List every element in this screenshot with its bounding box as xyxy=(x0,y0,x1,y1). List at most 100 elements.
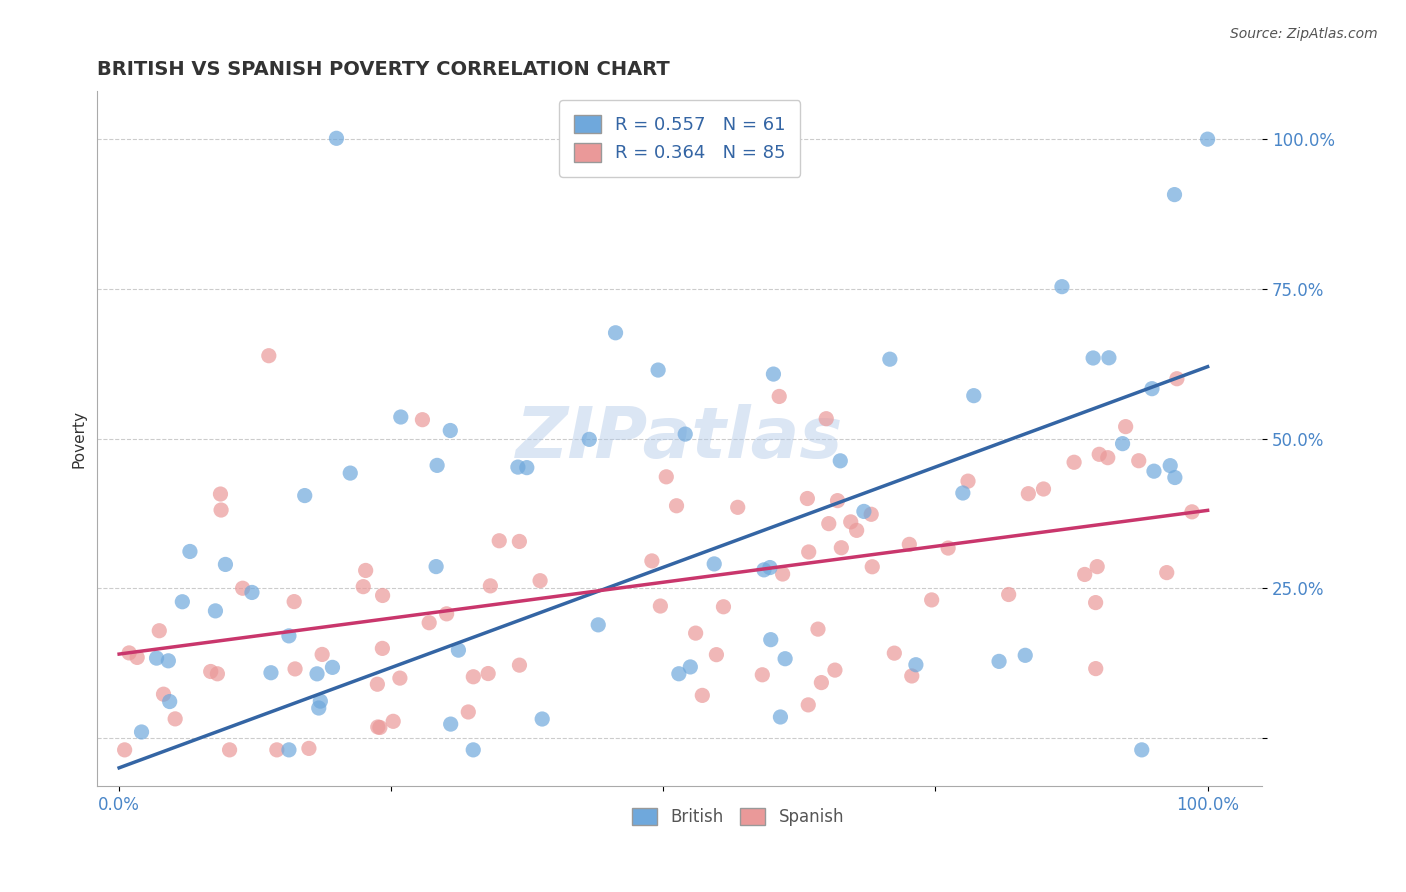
Spanish xyxy=(371,641,394,656)
British xyxy=(673,427,696,442)
British xyxy=(440,717,463,731)
Spanish xyxy=(921,593,943,607)
British xyxy=(294,489,316,503)
Spanish xyxy=(727,500,749,515)
Spanish xyxy=(152,687,174,701)
British xyxy=(309,694,332,708)
Spanish xyxy=(367,720,389,734)
British xyxy=(179,544,201,558)
Spanish xyxy=(388,671,411,685)
Spanish xyxy=(650,599,672,613)
Spanish xyxy=(488,533,510,548)
British xyxy=(1164,470,1187,484)
British xyxy=(988,654,1011,668)
British xyxy=(952,486,974,500)
Spanish xyxy=(529,574,551,588)
Spanish xyxy=(371,589,394,603)
British xyxy=(305,666,328,681)
Spanish xyxy=(418,615,440,630)
Spanish xyxy=(1088,447,1111,461)
Spanish xyxy=(817,516,839,531)
Spanish xyxy=(1073,567,1095,582)
British xyxy=(963,389,986,403)
British xyxy=(1163,187,1185,202)
British xyxy=(1130,743,1153,757)
Y-axis label: Poverty: Poverty xyxy=(72,409,86,467)
British xyxy=(830,454,852,468)
Spanish xyxy=(883,646,905,660)
British xyxy=(1140,382,1163,396)
British xyxy=(506,460,529,475)
British xyxy=(1111,436,1133,450)
Spanish xyxy=(382,714,405,729)
British xyxy=(214,558,236,572)
Spanish xyxy=(479,579,502,593)
Spanish xyxy=(685,626,707,640)
Spanish xyxy=(1085,559,1108,574)
British xyxy=(1159,458,1181,473)
Spanish xyxy=(1017,486,1039,500)
British xyxy=(852,504,875,518)
British xyxy=(321,660,343,674)
Text: Source: ZipAtlas.com: Source: ZipAtlas.com xyxy=(1230,27,1378,41)
British xyxy=(1081,351,1104,365)
Spanish xyxy=(807,622,830,636)
Spanish xyxy=(860,559,883,574)
Spanish xyxy=(508,658,530,673)
Spanish xyxy=(118,646,141,660)
Spanish xyxy=(1181,505,1204,519)
British xyxy=(1098,351,1121,365)
British xyxy=(1143,464,1166,478)
Spanish xyxy=(127,650,149,665)
Spanish xyxy=(257,349,280,363)
Legend: British, Spanish: British, Spanish xyxy=(626,802,851,833)
British xyxy=(157,654,180,668)
British xyxy=(325,131,347,145)
Spanish xyxy=(284,662,307,676)
Spanish xyxy=(772,567,794,582)
British xyxy=(145,651,167,665)
British xyxy=(759,632,782,647)
Text: ZIPatlas: ZIPatlas xyxy=(516,404,844,473)
Spanish xyxy=(232,581,254,595)
Spanish xyxy=(354,564,377,578)
Spanish xyxy=(797,545,820,559)
Spanish xyxy=(1084,662,1107,676)
Spanish xyxy=(641,554,664,568)
British xyxy=(531,712,554,726)
Spanish xyxy=(114,743,136,757)
Spanish xyxy=(665,499,688,513)
Spanish xyxy=(218,743,240,757)
British xyxy=(1050,279,1073,293)
British xyxy=(586,617,609,632)
Spanish xyxy=(1128,454,1150,468)
British xyxy=(389,409,412,424)
British xyxy=(278,743,301,757)
British xyxy=(605,326,627,340)
Spanish xyxy=(997,587,1019,601)
British xyxy=(159,694,181,708)
Spanish xyxy=(824,663,846,677)
Spanish xyxy=(768,389,790,403)
British xyxy=(762,367,785,381)
British xyxy=(879,352,901,367)
Spanish xyxy=(1084,596,1107,610)
British xyxy=(277,629,299,643)
Spanish xyxy=(839,515,862,529)
Spanish xyxy=(815,411,838,425)
Spanish xyxy=(845,524,868,538)
Spanish xyxy=(1063,455,1085,469)
Spanish xyxy=(298,741,321,756)
Spanish xyxy=(956,474,979,488)
British xyxy=(769,710,792,724)
Spanish xyxy=(148,624,170,638)
Spanish xyxy=(692,689,714,703)
Spanish xyxy=(366,677,388,691)
British xyxy=(260,665,283,680)
Spanish xyxy=(936,541,959,555)
Spanish xyxy=(1166,372,1188,386)
Spanish xyxy=(706,648,728,662)
British xyxy=(752,563,775,577)
Spanish xyxy=(352,580,374,594)
Spanish xyxy=(436,607,458,621)
